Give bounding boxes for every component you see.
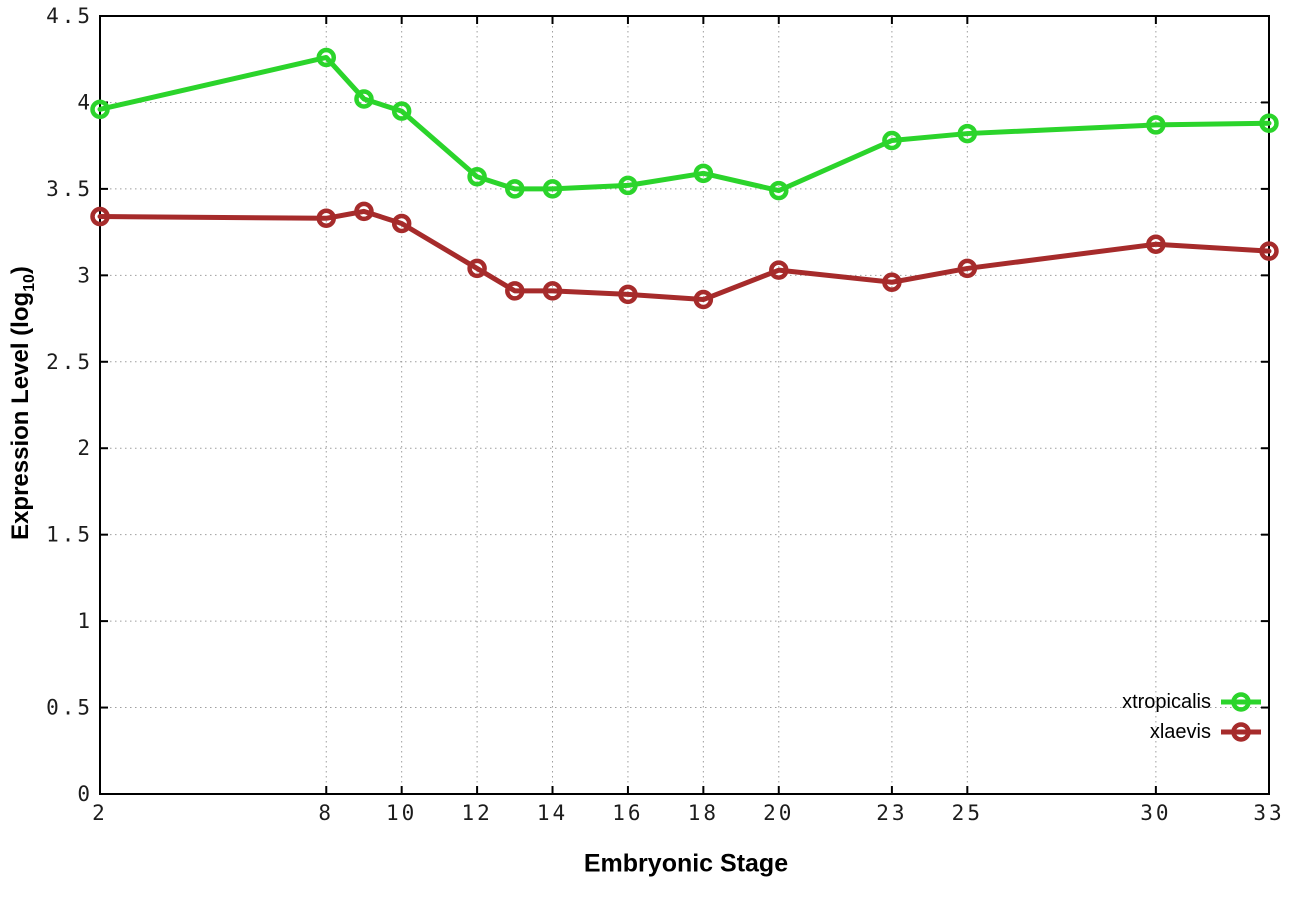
legend-item-xtropicalis: xtropicalis xyxy=(1122,687,1262,717)
y-tick-label: 1.5 xyxy=(46,523,93,547)
y-tick-label: 0.5 xyxy=(46,696,93,720)
series-line-xlaevis xyxy=(97,208,1272,303)
x-tick-label: 16 xyxy=(612,801,643,825)
x-tick-label: 10 xyxy=(386,801,417,825)
x-tick-label: 33 xyxy=(1253,801,1284,825)
data-point-xlaevis xyxy=(882,272,902,292)
x-axis-label: Embryonic Stage xyxy=(583,849,789,878)
y-tick-label: 2 xyxy=(77,436,93,460)
data-point-xlaevis xyxy=(1146,234,1166,254)
y-axis-label-close: ) xyxy=(7,266,35,275)
data-point-xtropicalis xyxy=(391,101,412,121)
x-tick-label: 20 xyxy=(763,801,794,825)
series-line-xtropicalis xyxy=(97,54,1272,194)
x-tick-label: 14 xyxy=(537,801,568,825)
data-point-xtropicalis xyxy=(505,179,525,199)
data-point-xlaevis xyxy=(769,260,789,280)
y-tick-label: 4 xyxy=(77,90,93,114)
data-point-xlaevis xyxy=(618,284,638,305)
data-point-xlaevis xyxy=(957,258,978,279)
y-axis-label: Expression Level (log10) xyxy=(7,266,39,540)
legend-marker-sample-xtropicalis xyxy=(1221,692,1261,712)
x-tick-label: 18 xyxy=(688,801,719,825)
data-point-xlaevis xyxy=(467,258,487,279)
legend-circle-marker xyxy=(1231,722,1251,742)
data-point-xtropicalis xyxy=(354,89,374,109)
data-point-xtropicalis xyxy=(1259,113,1279,133)
y-tick-label: 4.5 xyxy=(46,4,93,28)
legend-label-xlaevis: xlaevis xyxy=(1149,720,1211,743)
y-axis-label-text: Expression Level (log xyxy=(7,291,35,540)
legend-label-xtropicalis: xtropicalis xyxy=(1122,690,1211,713)
x-tick-label: 25 xyxy=(952,801,983,825)
x-tick-label: 2 xyxy=(92,801,108,825)
data-point-xtropicalis xyxy=(693,163,714,184)
data-point-xtropicalis xyxy=(90,99,110,120)
data-point-xtropicalis xyxy=(957,123,978,144)
data-point-xtropicalis xyxy=(542,179,563,199)
data-point-xtropicalis xyxy=(467,167,487,187)
y-axis-label-subscript: 10 xyxy=(20,274,38,292)
x-tick-label: 23 xyxy=(876,801,907,825)
x-tick-label: 30 xyxy=(1140,801,1171,825)
y-tick-label: 2.5 xyxy=(46,350,93,374)
data-point-xlaevis xyxy=(693,289,714,310)
data-point-xtropicalis xyxy=(882,130,902,151)
legend: xtropicalis xlaevis xyxy=(1122,687,1262,747)
data-point-xtropicalis xyxy=(316,47,337,68)
data-point-xtropicalis xyxy=(618,175,638,196)
legend-circle-marker xyxy=(1231,692,1251,712)
y-tick-label: 3 xyxy=(77,263,93,287)
y-tick-label: 0 xyxy=(77,782,93,806)
data-point-xlaevis xyxy=(505,281,525,301)
x-tick-label: 8 xyxy=(318,801,334,825)
data-point-xlaevis xyxy=(542,281,563,301)
legend-item-xlaevis: xlaevis xyxy=(1122,717,1262,747)
data-point-xlaevis xyxy=(316,208,337,229)
data-point-xtropicalis xyxy=(769,180,789,201)
data-point-xlaevis xyxy=(90,206,110,227)
y-tick-label: 3.5 xyxy=(46,177,93,201)
x-tick-label: 12 xyxy=(461,801,492,825)
data-point-xtropicalis xyxy=(1146,115,1166,135)
data-point-xlaevis xyxy=(391,213,412,234)
data-point-xlaevis xyxy=(1259,241,1279,261)
legend-marker-sample-xlaevis xyxy=(1221,722,1261,742)
data-point-xlaevis xyxy=(354,201,374,222)
plot-border xyxy=(99,15,1270,795)
y-tick-label: 1 xyxy=(77,609,93,633)
